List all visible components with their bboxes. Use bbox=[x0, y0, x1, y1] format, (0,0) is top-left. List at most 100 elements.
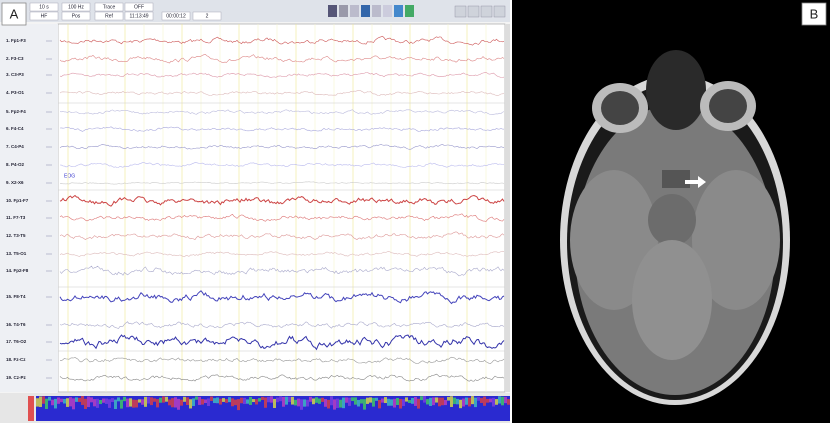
toolbar-text: OFF bbox=[134, 4, 144, 10]
spectrogram-cell bbox=[273, 399, 276, 408]
spectrogram-cell bbox=[396, 398, 399, 405]
spectrogram-cell bbox=[84, 399, 87, 409]
spectrogram-cell bbox=[51, 400, 54, 406]
spectrogram-cell bbox=[69, 397, 72, 406]
channel-label: 18. Fz-Cz bbox=[6, 357, 26, 362]
spectrogram-cell bbox=[45, 399, 48, 409]
spectrogram-cell bbox=[348, 398, 351, 406]
spectrogram-cell bbox=[225, 399, 228, 403]
spectrogram-cell bbox=[372, 398, 375, 407]
spectrogram-cell bbox=[336, 399, 339, 408]
spectrogram-cell bbox=[363, 399, 366, 409]
spectrogram-cell bbox=[297, 399, 300, 407]
spectrogram-cell bbox=[114, 400, 117, 409]
spectrogram-cell bbox=[393, 399, 396, 408]
spectrogram-cell bbox=[354, 397, 357, 404]
nav-button bbox=[455, 6, 466, 17]
toolbar-text: 00:00:12 bbox=[166, 13, 186, 19]
spectrogram-cell bbox=[468, 398, 471, 407]
spectrogram-cell bbox=[381, 399, 384, 403]
spectrogram-cell bbox=[360, 399, 363, 403]
spectrogram-cell bbox=[270, 396, 273, 402]
channel-label: 8. P4-O2 bbox=[6, 162, 25, 167]
spectrogram-cell bbox=[210, 397, 213, 401]
channel-label: 11. F7-T3 bbox=[6, 215, 26, 220]
spectrogram-cell bbox=[450, 396, 453, 407]
spectrogram-cell bbox=[162, 396, 165, 402]
toolbar-icon bbox=[361, 5, 370, 17]
spectrogram bbox=[28, 396, 510, 421]
mri-image bbox=[560, 50, 790, 405]
spectrogram-cell bbox=[276, 397, 279, 402]
spectrogram-cell bbox=[390, 399, 393, 405]
channel-label: 15. F8-T4 bbox=[6, 294, 26, 299]
spectrogram-cell bbox=[480, 398, 483, 403]
toolbar-text: 10 s bbox=[39, 4, 49, 10]
nav-button bbox=[494, 6, 505, 17]
spectrogram-cell bbox=[141, 399, 144, 404]
spectrogram-scale bbox=[28, 396, 34, 421]
spectrogram-cell bbox=[99, 400, 102, 404]
spectrogram-cell bbox=[90, 397, 93, 402]
channel-label: 7. C4-P4 bbox=[6, 144, 24, 149]
spectrogram-cell bbox=[465, 398, 468, 405]
spectrogram-cell bbox=[321, 398, 324, 402]
channel-label: 10. Fp1-F7 bbox=[6, 198, 29, 203]
spectrogram-cell bbox=[357, 400, 360, 407]
spectrogram-cell bbox=[249, 397, 252, 405]
toolbar-icon bbox=[383, 5, 392, 17]
spectrogram-cell bbox=[135, 400, 138, 408]
channel-label: 3. C3-P3 bbox=[6, 72, 24, 77]
channel-label: 19. Cz-Pz bbox=[6, 375, 27, 380]
spectrogram-cell bbox=[66, 398, 69, 407]
toolbar-icon bbox=[405, 5, 414, 17]
spectrogram-cell bbox=[93, 399, 96, 406]
spectrogram-cell bbox=[492, 398, 495, 407]
spectrogram-cell bbox=[429, 398, 432, 406]
spectrogram-cell bbox=[498, 396, 501, 403]
spectrogram-cell bbox=[282, 397, 285, 407]
spectrogram-cell bbox=[54, 399, 57, 409]
spectrogram-cell bbox=[474, 398, 477, 407]
spectrogram-cell bbox=[39, 396, 42, 406]
spectrogram-cell bbox=[57, 397, 60, 403]
spectrogram-cell bbox=[111, 398, 114, 402]
spectrogram-cell bbox=[426, 399, 429, 404]
spectrogram-cell bbox=[177, 399, 180, 410]
spectrogram-cell bbox=[459, 400, 462, 408]
spectrogram-cell bbox=[186, 397, 189, 405]
spectrogram-cell bbox=[414, 397, 417, 406]
spectrogram-cell bbox=[258, 398, 261, 401]
channel-label: 12. T3-T5 bbox=[6, 233, 26, 238]
channel-label: 5. Fp2-F4 bbox=[6, 109, 26, 114]
eog-marker: EOG bbox=[64, 173, 75, 179]
spectrogram-cell bbox=[138, 399, 141, 402]
spectrogram-cell bbox=[36, 398, 39, 406]
spectrogram-cell bbox=[222, 398, 225, 402]
channel-label: 13. T5-O1 bbox=[6, 251, 27, 256]
spectrogram-cell bbox=[207, 398, 210, 406]
spectrogram-cell bbox=[291, 397, 294, 405]
channel-label: 1. Fp1-F3 bbox=[6, 38, 26, 43]
toolbar-text: HF bbox=[41, 13, 48, 19]
spectrogram-cell bbox=[246, 399, 249, 403]
spectrogram-cell bbox=[333, 399, 336, 409]
spectrogram-cell bbox=[447, 397, 450, 401]
spectrogram-cell bbox=[405, 397, 408, 401]
channel-label: 16. T4-T6 bbox=[6, 322, 26, 327]
figure: A B EOG 10 s100 HzTraceOFFHFPosRef11:13:… bbox=[0, 0, 830, 423]
toolbar-icon bbox=[394, 5, 403, 17]
channel-label: 4. P3-O1 bbox=[6, 90, 25, 95]
spectrogram-cell bbox=[339, 400, 342, 408]
nav-button bbox=[481, 6, 492, 17]
spectrogram-cell bbox=[483, 397, 486, 406]
spectrogram-cell bbox=[120, 400, 123, 409]
spectrogram-cell bbox=[174, 397, 177, 407]
channel-label: 9. X2-X6 bbox=[6, 180, 24, 185]
spectrogram-cell bbox=[144, 397, 147, 407]
spectrogram-cell bbox=[345, 397, 348, 402]
spectrogram-cell bbox=[105, 399, 108, 404]
spectrogram-cell bbox=[237, 399, 240, 410]
spectrogram-cell bbox=[495, 399, 498, 405]
spectrogram-cell bbox=[117, 397, 120, 401]
